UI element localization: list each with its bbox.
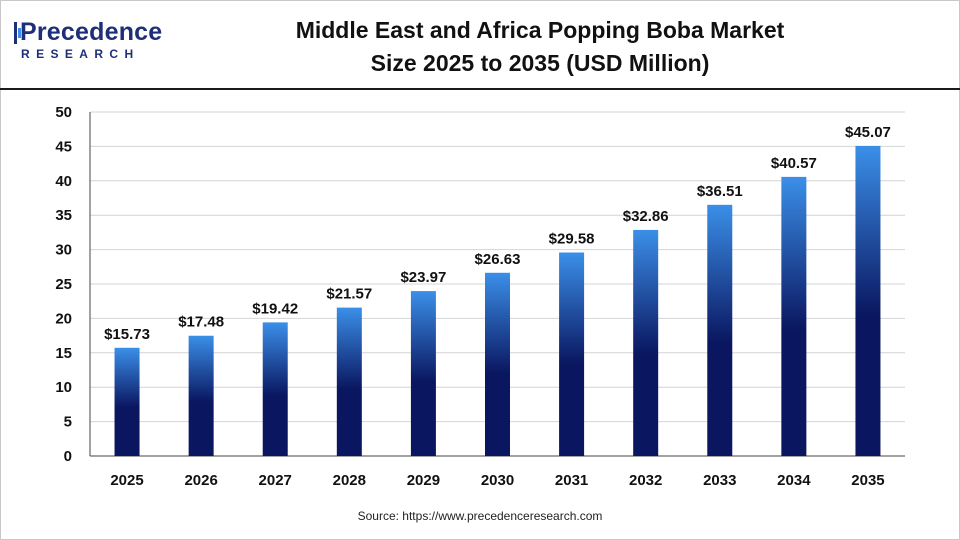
y-tick-label: 25 [55, 276, 72, 293]
x-tick-label: 2028 [333, 472, 366, 489]
bar [633, 229, 659, 456]
y-tick-label: 5 [64, 414, 72, 431]
bar [188, 335, 214, 456]
bar [559, 252, 585, 456]
x-tick-label: 2035 [851, 472, 884, 489]
data-label: $40.57 [771, 155, 817, 172]
source-note: Source: https://www.precedenceresearch.c… [357, 509, 603, 523]
precedence-research-logo: Precedence RESEARCH [14, 14, 164, 64]
chart-title-line1: Middle East and Africa Popping Boba Mark… [295, 17, 785, 43]
y-tick-label: 10 [55, 379, 72, 396]
data-label: $23.97 [400, 269, 446, 286]
y-tick-label: 45 [55, 138, 72, 155]
x-tick-label: 2032 [629, 472, 662, 489]
y-tick-label: 30 [55, 242, 72, 259]
x-tick-label: 2025 [110, 472, 143, 489]
y-tick-label: 50 [55, 104, 72, 121]
bar [262, 322, 288, 456]
data-label: $45.07 [845, 124, 891, 141]
data-label: $26.63 [475, 251, 521, 268]
y-tick-label: 0 [64, 448, 72, 465]
y-axis-ticks: 0 5 10 15 20 25 30 35 40 45 50 [55, 104, 72, 465]
x-tick-label: 2030 [481, 472, 514, 489]
y-tick-label: 35 [55, 207, 72, 224]
data-label: $32.86 [623, 208, 669, 225]
bar [707, 204, 733, 456]
x-tick-label: 2026 [184, 472, 217, 489]
bar [114, 347, 140, 456]
y-tick-label: 15 [55, 345, 72, 362]
x-tick-label: 2029 [407, 472, 440, 489]
logo-wordmark: Precedence [20, 18, 163, 46]
logo-mark-icon [14, 22, 21, 44]
y-tick-label: 20 [55, 310, 72, 327]
bar [781, 176, 807, 456]
bar [336, 307, 362, 456]
data-labels: $15.73 $17.48 $19.42 $21.57 $23.97 $26.63 $29.… [104, 124, 891, 343]
x-tick-label: 2031 [555, 472, 588, 489]
chart-title-line2: Size 2025 to 2035 (USD Million) [370, 50, 710, 76]
header: Precedence RESEARCH Middle East and Afri… [0, 0, 960, 90]
data-label: $21.57 [326, 286, 372, 303]
data-label: $36.51 [697, 183, 743, 200]
bar [855, 145, 881, 456]
x-tick-label: 2033 [703, 472, 736, 489]
data-label: $15.73 [104, 326, 150, 343]
data-label: $17.48 [178, 314, 224, 331]
y-tick-label: 40 [55, 173, 72, 190]
bar [485, 272, 510, 456]
data-label: $19.42 [252, 300, 298, 317]
bars [114, 145, 881, 456]
x-tick-label: 2034 [777, 472, 811, 489]
bar [410, 291, 436, 456]
logo-subtitle: RESEARCH [21, 47, 140, 61]
x-axis-ticks: 2025 2026 2027 2028 2029 2030 2031 2032 2033 2034… [110, 472, 884, 489]
data-label: $29.58 [549, 230, 595, 247]
x-tick-label: 2027 [259, 472, 292, 489]
